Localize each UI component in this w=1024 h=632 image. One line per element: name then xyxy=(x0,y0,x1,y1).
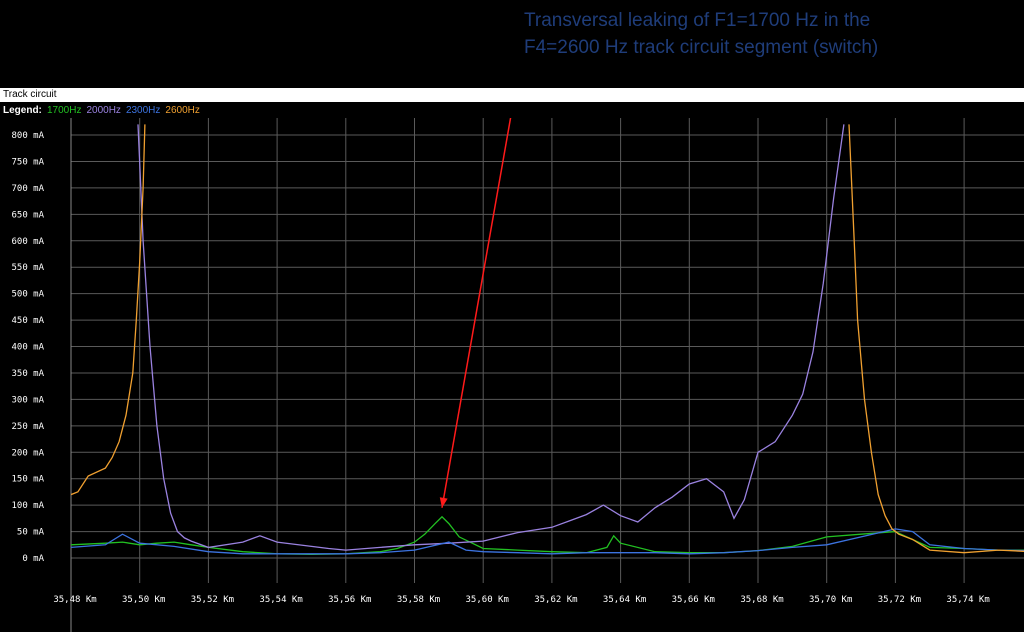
annotation-arrow xyxy=(441,118,512,508)
series-line-2600Hz xyxy=(848,124,1024,554)
series-group xyxy=(71,124,1024,555)
y-tick-label: 350 mA xyxy=(11,369,44,379)
y-tick-label: 800 mA xyxy=(11,131,44,141)
y-tick-label: 100 mA xyxy=(11,501,44,511)
x-tick-label: 35,70 Km xyxy=(809,595,852,605)
legend: Legend: 1700Hz 2000Hz 2300Hz 2600Hz xyxy=(0,103,1024,117)
legend-item-2000Hz: 2000Hz xyxy=(86,105,121,116)
x-tick-label: 35,52 Km xyxy=(191,595,234,605)
annotation-arrowhead xyxy=(439,497,448,508)
line-chart: 800 mA 750 mA 700 mA 650 mA 600 mA 550 mA 500 … xyxy=(11,118,1024,632)
y-tick-label: 750 mA xyxy=(11,157,44,167)
y-tick-label: 300 mA xyxy=(11,395,44,405)
y-tick-label: 150 mA xyxy=(11,475,44,485)
y-tick-label: 600 mA xyxy=(11,237,44,247)
series-line-1700Hz xyxy=(71,515,1024,555)
x-tick-label: 35,66 Km xyxy=(672,595,715,605)
annotation-line-1: Transversal leaking of F1=1700 Hz in the xyxy=(524,10,871,31)
legend-items: 1700Hz 2000Hz 2300Hz 2600Hz xyxy=(47,105,205,116)
y-tick-label: 450 mA xyxy=(11,316,44,326)
y-tick-label: 500 mA xyxy=(11,290,44,300)
x-tick-label: 35,50 Km xyxy=(122,595,165,605)
y-tick-label: 0 mA xyxy=(22,554,44,564)
x-tick-label: 35,58 Km xyxy=(397,595,440,605)
y-tick-label: 550 mA xyxy=(11,263,44,273)
y-tick-label: 250 mA xyxy=(11,422,44,432)
y-tick-label: 200 mA xyxy=(11,448,44,458)
panel-title: Track circuit xyxy=(3,89,57,100)
x-tick-label: 35,68 Km xyxy=(740,595,783,605)
series-line-2300Hz xyxy=(71,528,1024,555)
x-tick-label: 35,48 Km xyxy=(53,595,96,605)
series-line-2600Hz xyxy=(71,124,146,496)
legend-item-2600Hz: 2600Hz xyxy=(165,105,200,116)
x-tick-label: 35,54 Km xyxy=(259,595,302,605)
x-tick-label: 35,74 Km xyxy=(946,595,989,605)
y-tick-label: 700 mA xyxy=(11,184,44,194)
annotation-line-2: F4=2600 Hz track circuit segment (switch… xyxy=(524,37,879,58)
x-tick-label: 35,56 Km xyxy=(328,595,371,605)
y-tick-label: 650 mA xyxy=(11,210,44,220)
x-tick-label: 35,62 Km xyxy=(534,595,577,605)
series-line-2000Hz xyxy=(137,124,845,551)
legend-item-1700Hz: 1700Hz xyxy=(47,105,82,116)
legend-label: Legend: xyxy=(3,105,42,116)
x-tick-label: 35,60 Km xyxy=(466,595,509,605)
y-tick-label: 50 mA xyxy=(17,528,45,538)
x-tick-label: 35,72 Km xyxy=(878,595,921,605)
legend-item-2300Hz: 2300Hz xyxy=(125,105,161,116)
x-tick-label: 35,64 Km xyxy=(603,595,646,605)
panel-title-bar: Track circuit xyxy=(0,88,1024,102)
y-tick-label: 400 mA xyxy=(11,343,44,353)
annotation-text: Transversal leaking of F1=1700 Hz in the… xyxy=(524,7,1004,61)
